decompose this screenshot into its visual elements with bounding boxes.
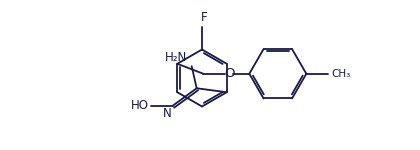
Text: CH₃: CH₃ (331, 69, 351, 79)
Text: H₂N: H₂N (165, 51, 186, 64)
Text: N: N (163, 107, 171, 120)
Text: O: O (224, 67, 234, 80)
Text: F: F (201, 11, 207, 24)
Text: HO: HO (131, 99, 149, 112)
